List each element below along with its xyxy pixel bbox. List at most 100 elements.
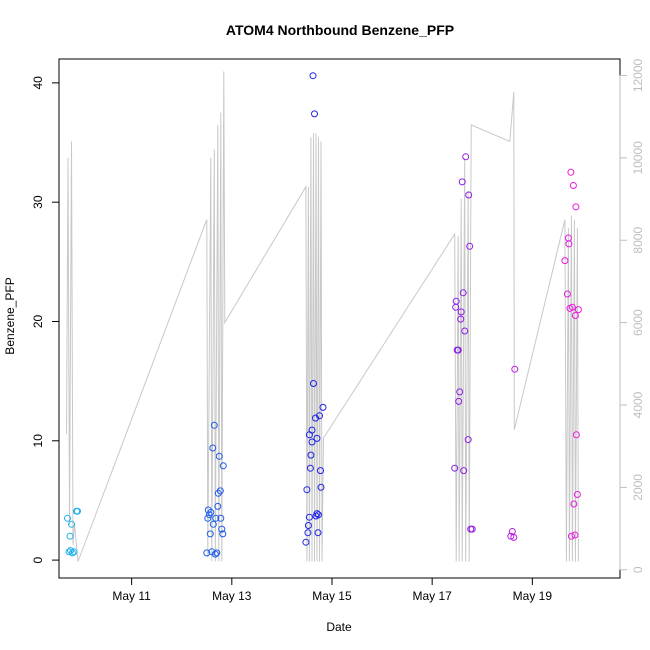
data-point-89 (572, 431, 580, 439)
data-point-62 (458, 178, 466, 186)
data-point-79 (565, 240, 573, 248)
data-point-43 (313, 510, 321, 518)
data-point-3 (67, 547, 74, 555)
data-point-74 (510, 533, 518, 541)
data-point-76 (561, 257, 569, 265)
data-point-75 (511, 365, 519, 373)
data-point-15 (208, 548, 216, 556)
data-point-31 (303, 486, 311, 494)
data-point-49 (319, 403, 327, 411)
data-point-27 (218, 525, 226, 533)
data-point-14 (207, 508, 215, 516)
data-point-22 (214, 502, 222, 510)
data-point-9 (203, 549, 211, 557)
data-point-57 (454, 346, 462, 354)
data-point-25 (216, 487, 224, 495)
data-point-90 (573, 491, 581, 498)
data-point-28 (219, 530, 227, 538)
data-point-84 (569, 182, 577, 189)
data-point-34 (305, 513, 313, 521)
plot-border (58, 58, 621, 579)
y-axis-left: 0 10 20 30 40 (31, 76, 59, 563)
x-tick-label-0: May 11 (112, 589, 151, 603)
series-line-group (66, 71, 579, 562)
data-point-40 (311, 110, 318, 118)
data-point-32 (304, 529, 312, 537)
data-point-18 (210, 421, 218, 429)
x-axis-title: Date (326, 620, 352, 634)
data-point-13 (206, 530, 214, 538)
data-point-35 (306, 464, 314, 472)
series-points-group (64, 72, 582, 558)
data-point-16 (209, 444, 217, 452)
data-point-82 (567, 532, 575, 540)
data-point-24 (215, 452, 223, 460)
data-point-69 (466, 242, 474, 250)
data-point-81 (567, 168, 575, 176)
data-point-52 (313, 434, 321, 442)
y-right-tick-label-5: 10000 (631, 141, 645, 175)
data-point-38 (309, 72, 317, 80)
x-tick-label-2: May 15 (312, 589, 352, 603)
data-point-5 (69, 549, 76, 557)
data-point-20 (212, 514, 220, 522)
y-tick-label-1: 10 (31, 434, 45, 448)
data-point-21 (213, 549, 221, 557)
data-point-58 (455, 397, 463, 405)
data-point-68 (465, 191, 473, 199)
data-point-77 (563, 290, 571, 298)
data-point-26 (217, 514, 225, 522)
data-point-44 (314, 529, 322, 537)
data-point-47 (317, 467, 324, 475)
data-point-71 (468, 525, 476, 533)
y-right-tick-label-0: 0 (631, 566, 645, 573)
data-point-87 (571, 312, 579, 319)
data-point-51 (308, 438, 316, 446)
y-right-tick-label-2: 4000 (631, 391, 645, 418)
data-point-17 (209, 520, 217, 528)
data-point-55 (452, 297, 460, 305)
y-right-tick-label-3: 6000 (631, 309, 645, 336)
data-point-86 (571, 531, 579, 539)
data-point-39 (310, 380, 317, 387)
x-tick-label-1: May 13 (212, 589, 252, 603)
y-right-tick-label-1: 2000 (631, 474, 645, 501)
data-point-19 (211, 550, 219, 558)
data-point-33 (304, 522, 312, 529)
data-point-88 (572, 203, 580, 211)
data-point-66 (462, 153, 470, 161)
data-point-1 (65, 548, 73, 556)
data-point-30 (302, 538, 310, 546)
data-point-83 (568, 303, 576, 311)
x-axis: May 11 May 13 May 15 May 17 May 19 (112, 578, 552, 603)
data-point-2 (66, 532, 74, 540)
data-point-46 (316, 412, 323, 420)
y-right-tick-label-6: 12000 (631, 58, 645, 92)
data-point-0 (64, 514, 71, 522)
data-point-85 (570, 500, 578, 508)
data-point-61 (457, 308, 465, 316)
y-tick-label-2: 20 (31, 314, 45, 328)
data-point-91 (574, 306, 582, 314)
data-point-4 (68, 520, 75, 528)
data-point-59 (456, 388, 464, 396)
y-axis-right: 0 2000 4000 6000 8000 10000 12000 (619, 58, 645, 573)
series-line (66, 71, 579, 562)
data-point-53 (451, 464, 459, 472)
data-point-48 (317, 483, 325, 491)
y-tick-label-0: 0 (31, 556, 45, 563)
y-tick-label-4: 40 (31, 76, 45, 90)
data-point-8 (74, 507, 81, 515)
data-point-60 (457, 315, 465, 323)
data-point-45 (315, 511, 322, 519)
data-point-50 (305, 431, 313, 439)
data-point-36 (307, 451, 315, 459)
y-right-tick-label-4: 8000 (631, 227, 645, 254)
x-tick-label-4: May 19 (513, 589, 553, 603)
data-point-67 (464, 436, 472, 444)
data-point-29 (219, 462, 227, 470)
data-point-63 (459, 289, 467, 297)
y-axis-title: Benzene_PFP (3, 277, 17, 354)
chart-title: ATOM4 Northbound Benzene_PFP (226, 22, 454, 38)
